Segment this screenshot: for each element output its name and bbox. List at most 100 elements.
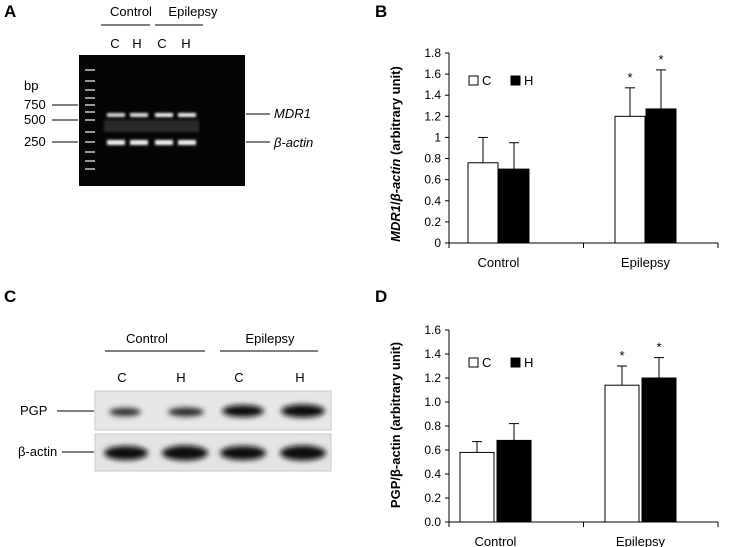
legend-swatch-h	[510, 75, 521, 86]
chart-d-ylabel: PGP/β-actin (arbitrary unit)	[388, 342, 403, 508]
y-tick-label: 0.4	[424, 194, 441, 208]
legend-swatch-c	[468, 75, 479, 86]
legend-swatch-h	[510, 357, 521, 368]
blot-group-label-control: Control	[126, 331, 168, 346]
mdr1-band-1	[107, 113, 125, 117]
band-label-mdr1: MDR1	[274, 106, 311, 121]
y-tick-label: 0.8	[424, 419, 441, 433]
y-tick-label: 1.6	[424, 323, 441, 337]
pgp-blot-band-2	[168, 407, 204, 417]
gel-smear	[104, 120, 199, 132]
y-tick-label: 1.8	[424, 46, 441, 60]
significance-mark: *	[656, 340, 661, 355]
bar-c-control	[467, 162, 499, 244]
gel-lane-label-4: H	[181, 36, 190, 51]
blot-label-actin: β-actin	[18, 444, 57, 459]
legend-label-h: H	[524, 355, 533, 370]
y-tick-label: 1.2	[424, 371, 441, 385]
legend-label-c: C	[482, 73, 491, 88]
chart-b-ylabel-part-3: β-actin	[388, 159, 403, 203]
gel-group-label-epilepsy: Epilepsy	[168, 4, 218, 19]
y-tick-label: 1.4	[424, 347, 441, 361]
actin-blot-band-3	[220, 446, 266, 460]
bar-c-control	[459, 451, 495, 523]
blot-lane-label-3: C	[234, 370, 243, 385]
blot-lane-label-2: H	[176, 370, 185, 385]
chart-b-ylabel-part-4: (arbitrary unit)	[388, 66, 403, 158]
panel-letter-a: A	[4, 2, 16, 21]
y-tick-label: 0.2	[424, 215, 441, 229]
legend-label-c: C	[482, 355, 491, 370]
y-tick-label: 0.6	[424, 443, 441, 457]
blot-lane-label-1: C	[117, 370, 126, 385]
panel-letter-d: D	[375, 287, 387, 306]
panel-b: B MDR1/β-actin (arbitrary unit) 0 0.2 0.4 0…	[375, 2, 719, 270]
blot-label-pgp: PGP	[20, 403, 47, 418]
bar-c-epilepsy	[604, 384, 640, 523]
y-tick-label: 0.8	[424, 152, 441, 166]
y-tick-label: 0.2	[424, 491, 441, 505]
mdr1-band-3	[155, 113, 173, 117]
bar-h-epilepsy	[641, 377, 677, 523]
actin-gel-band-2	[130, 140, 148, 145]
y-tick-label: 1.2	[424, 109, 441, 123]
pgp-blot-band-4	[281, 404, 325, 418]
bar-h-control	[496, 439, 532, 523]
panel-c: C Control Epilepsy C H C H PGP β-actin	[4, 287, 332, 472]
y-tick-label: 1.4	[424, 88, 441, 102]
y-tick-label: 0.0	[424, 515, 441, 529]
significance-mark: *	[658, 52, 663, 67]
gel-group-label-control: Control	[110, 4, 152, 19]
gel-lane-label-2: H	[132, 36, 141, 51]
x-category-label: Epilepsy	[621, 255, 671, 270]
actin-gel-bands	[107, 140, 196, 145]
actin-gel-band-1	[107, 140, 125, 145]
panel-letter-b: B	[375, 2, 387, 21]
panel-letter-c: C	[4, 287, 16, 306]
x-category-label: Control	[475, 534, 517, 547]
gel-lane-label-1: C	[110, 36, 119, 51]
mdr1-band-4	[178, 113, 196, 117]
chart-b-ylabel: MDR1/β-actin (arbitrary unit)	[388, 66, 403, 242]
mdr1-bands	[107, 113, 196, 117]
marker-size-750: 750	[24, 97, 46, 112]
legend-label-h: H	[524, 73, 533, 88]
x-category-label: Control	[478, 255, 520, 270]
significance-mark: *	[619, 348, 624, 363]
actin-blot-band-4	[280, 445, 326, 461]
y-tick-label: 0	[434, 236, 441, 250]
bar-h-epilepsy	[645, 108, 677, 244]
chart-b: 0 0.2 0.4 0.6 0.8 1 1.2 1.4 1.6 1.8 Control * * Epile…	[424, 46, 719, 270]
actin-gel-band-4	[178, 140, 196, 145]
pgp-blot-band-3	[222, 405, 264, 417]
actin-gel-band-3	[155, 140, 173, 145]
bar-h-control	[498, 168, 530, 244]
y-tick-label: 0.4	[424, 467, 441, 481]
band-label-actin: β-actin	[273, 135, 313, 150]
marker-unit-label: bp	[24, 78, 38, 93]
pgp-blot-band-1	[109, 408, 141, 416]
significance-mark: *	[627, 70, 632, 85]
marker-size-250: 250	[24, 134, 46, 149]
gel-ladder-lane	[85, 69, 95, 170]
y-tick-label: 1	[434, 130, 441, 144]
panel-d: D PGP/β-actin (arbitrary unit) 0.0 0.2 0.4…	[375, 287, 719, 547]
actin-blot-band-1	[104, 446, 148, 460]
blot-group-label-epilepsy: Epilepsy	[245, 331, 295, 346]
chart-b-ylabel-part-1: MDR1	[388, 205, 403, 242]
pgp-blot-bands	[109, 404, 325, 418]
x-category-label: Epilepsy	[616, 534, 666, 547]
marker-size-500: 500	[24, 112, 46, 127]
y-tick-label: 0.6	[424, 173, 441, 187]
mdr1-band-2	[130, 113, 148, 117]
actin-blot-band-2	[162, 445, 208, 461]
actin-blot-bands	[104, 445, 326, 461]
blot-lane-label-4: H	[295, 370, 304, 385]
y-tick-label: 1.0	[424, 395, 441, 409]
legend-swatch-c	[468, 357, 479, 368]
panel-a: A Control Epilepsy C H C H bp 750 500 25…	[4, 2, 313, 186]
gel-lane-label-3: C	[157, 36, 166, 51]
chart-b-ylabel-part-2: /	[388, 201, 403, 205]
chart-d: 0.0 0.2 0.4 0.6 0.8 1.0 1.2 1.4 1.6 Control * * Epil…	[424, 323, 719, 547]
